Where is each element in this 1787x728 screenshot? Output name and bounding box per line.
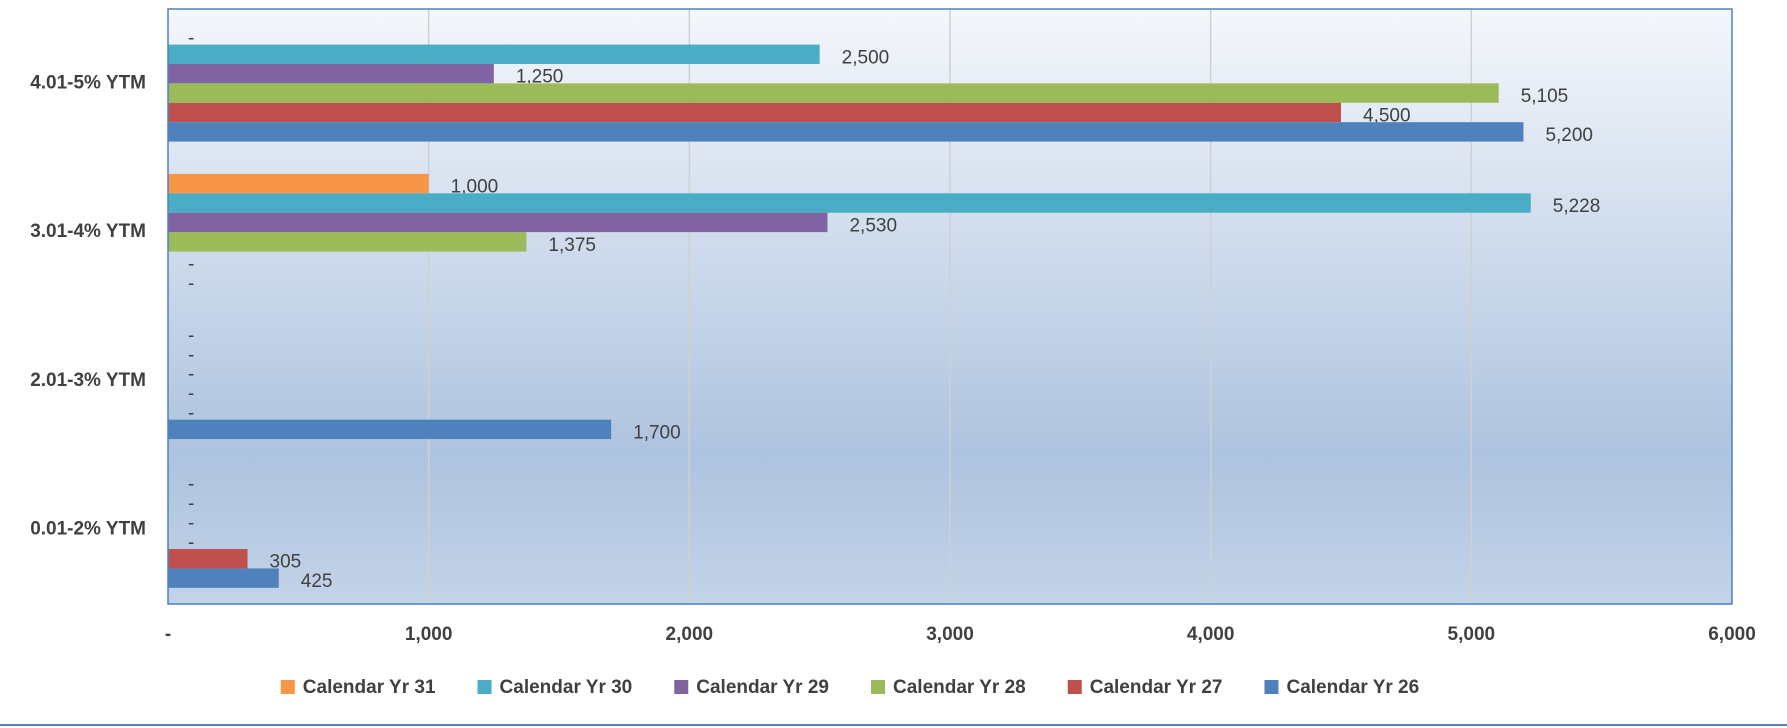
data-label: 1,700 xyxy=(633,422,681,443)
data-label: - xyxy=(188,384,194,405)
data-label: 5,105 xyxy=(1521,86,1569,107)
data-label: - xyxy=(188,494,194,515)
legend-item: Calendar Yr 30 xyxy=(477,677,633,698)
legend: Calendar Yr 31 Calendar Yr 30 Calendar Yr … xyxy=(280,677,1419,698)
bar xyxy=(168,83,1499,103)
bar xyxy=(168,568,279,588)
x-tick-label: 1,000 xyxy=(405,624,453,645)
data-label: - xyxy=(188,345,194,366)
data-label: - xyxy=(188,274,194,295)
bar xyxy=(168,212,828,233)
data-label: 5,228 xyxy=(1553,196,1601,217)
data-label: 5,200 xyxy=(1545,125,1593,146)
x-tick-label: 6,000 xyxy=(1708,624,1756,645)
bar xyxy=(168,102,1341,123)
y-tick-label: 2.01-3% YTM xyxy=(30,370,146,391)
legend-swatch xyxy=(674,680,689,694)
data-label: 305 xyxy=(270,552,302,573)
bar xyxy=(168,122,1524,142)
legend-item: Calendar Yr 27 xyxy=(1067,677,1223,698)
y-tick-label: 4.01-5% YTM xyxy=(30,72,146,93)
data-label: 1,000 xyxy=(451,177,499,198)
data-label: - xyxy=(188,325,194,346)
y-tick-label: 0.01-2% YTM xyxy=(30,519,146,540)
bar xyxy=(168,63,494,84)
plot-border xyxy=(167,8,1733,605)
x-tick-label: 2,000 xyxy=(666,624,714,645)
legend-label: Calendar Yr 30 xyxy=(500,677,633,698)
legend-label: Calendar Yr 26 xyxy=(1286,677,1419,698)
legend-swatch xyxy=(280,680,295,694)
legend-label: Calendar Yr 29 xyxy=(696,677,829,698)
data-label: 1,250 xyxy=(516,67,564,88)
data-label: 2,530 xyxy=(849,215,897,236)
data-label: - xyxy=(188,254,194,275)
x-tick-label: - xyxy=(165,624,171,645)
bar xyxy=(168,193,1531,213)
legend-label: Calendar Yr 27 xyxy=(1090,677,1223,698)
legend-swatch xyxy=(871,680,885,694)
legend-swatch xyxy=(1067,680,1082,694)
legend-label: Calendar Yr 31 xyxy=(303,677,436,698)
data-label: - xyxy=(188,364,194,385)
data-label: - xyxy=(188,403,194,424)
legend-swatch xyxy=(477,680,492,694)
data-label: - xyxy=(188,474,194,495)
legend-swatch xyxy=(1264,680,1279,694)
data-label: 425 xyxy=(301,571,333,592)
bar xyxy=(168,549,248,569)
data-label: 1,375 xyxy=(548,235,596,256)
data-label: - xyxy=(188,532,194,553)
data-label: - xyxy=(188,513,194,534)
data-label: 2,500 xyxy=(842,47,890,68)
legend-item: Calendar Yr 31 xyxy=(280,677,436,698)
x-tick-label: 3,000 xyxy=(926,624,974,645)
x-tick-label: 5,000 xyxy=(1448,624,1496,645)
bar xyxy=(168,419,612,440)
legend-item: Calendar Yr 28 xyxy=(871,677,1026,698)
data-label: 4,500 xyxy=(1363,105,1411,126)
legend-item: Calendar Yr 26 xyxy=(1264,677,1419,698)
legend-label: Calendar Yr 28 xyxy=(893,677,1026,698)
bar xyxy=(168,44,820,64)
y-tick-label: 3.01-4% YTM xyxy=(30,221,146,242)
bar xyxy=(168,232,527,252)
data-label: - xyxy=(188,28,194,49)
legend-item: Calendar Yr 29 xyxy=(674,677,829,698)
bar xyxy=(168,173,429,194)
x-tick-label: 4,000 xyxy=(1187,624,1235,645)
